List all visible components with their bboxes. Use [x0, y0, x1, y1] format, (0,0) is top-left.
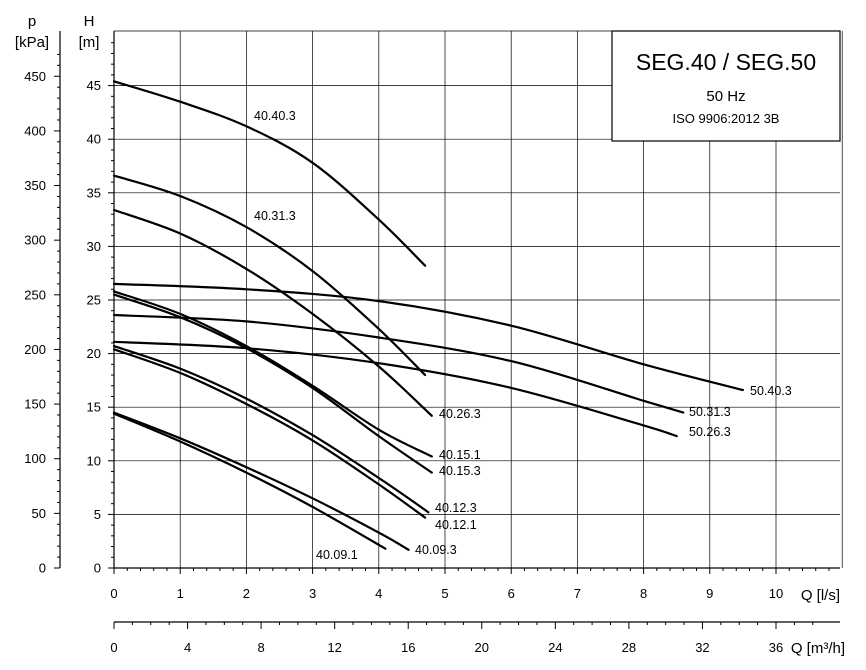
h-axis-tick-label: 5 [94, 507, 101, 522]
curve-40-09-1 [112, 412, 387, 550]
curve-label-50-31-3: 50.31.3 [689, 405, 731, 419]
curve-label-40-12-3: 40.12.3 [435, 501, 477, 515]
x-axis-title: Q [l/s] [801, 587, 840, 604]
curve-40-40-3 [112, 80, 427, 267]
p-axis-tick-label: 50 [32, 506, 46, 521]
title-box-frame [611, 30, 841, 142]
curve-50-26-3 [112, 340, 678, 438]
curve-label-40-09-3: 40.09.3 [415, 543, 457, 557]
h-axis-tick-label: 10 [87, 453, 101, 468]
x-axis-tick-label: 8 [640, 586, 647, 601]
h-axis-tick-label: 25 [87, 293, 101, 308]
title-box: SEG.40 / SEG.50 50 Hz ISO 9906:2012 3B [611, 30, 841, 142]
x-axis-tick-label: 5 [441, 586, 448, 601]
x-axis-secondary-tick-label: 4 [184, 640, 191, 655]
x-axis-secondary-tick-label: 24 [548, 640, 562, 655]
h-axis-unit: [m] [79, 34, 100, 51]
curve-40-12-3 [112, 345, 430, 514]
p-axis-tick-label: 300 [24, 233, 46, 248]
h-axis-tick-label: 0 [94, 561, 101, 576]
p-axis-tick-label: 400 [24, 123, 46, 138]
h-axis-tick-label: 40 [87, 132, 101, 147]
x-axis-tick-label: 0 [110, 586, 117, 601]
x-axis-secondary-title: Q [m³/h] [791, 640, 845, 657]
curve-40-15-3 [112, 293, 433, 474]
curve-label-40-12-1: 40.12.1 [435, 518, 477, 532]
x-axis-secondary-tick-label: 36 [769, 640, 783, 655]
x-axis-secondary-tick-label: 20 [475, 640, 489, 655]
curve-label-40-40-3: 40.40.3 [254, 109, 296, 123]
curve-40-31-3 [112, 174, 427, 377]
p-axis-tick-label: 450 [24, 69, 46, 84]
x-axis-secondary-tick-label: 0 [110, 640, 117, 655]
x-axis-tick-label: 10 [769, 586, 783, 601]
p-axis-tick-label: 250 [24, 287, 46, 302]
h-axis-tick-label: 20 [87, 346, 101, 361]
curve-label-50-26-3: 50.26.3 [689, 425, 731, 439]
p-axis-tick-label: 0 [39, 561, 46, 576]
curve-50-40-3 [112, 282, 744, 392]
p-axis-title: p [28, 13, 36, 30]
chart-standard: ISO 9906:2012 3B [673, 111, 780, 126]
x-axis-secondary-tick-label: 32 [695, 640, 709, 655]
curve-label-40-31-3: 40.31.3 [254, 209, 296, 223]
x-axis-tick-label: 9 [706, 586, 713, 601]
x-axis-tick-label: 7 [574, 586, 581, 601]
p-axis-tick-label: 150 [24, 397, 46, 412]
x-axis-secondary-tick-label: 28 [622, 640, 636, 655]
h-axis-tick-label: 30 [87, 239, 101, 254]
curve-40-15-1 [112, 290, 433, 458]
x-axis-secondary-tick-label: 16 [401, 640, 415, 655]
axes: 0510152025303540450501001502002503003504… [24, 31, 840, 655]
curve-40-09-3 [112, 411, 410, 551]
x-axis-tick-label: 2 [243, 586, 250, 601]
x-axis-secondary-tick-label: 12 [327, 640, 341, 655]
curve-label-50-40-3: 50.40.3 [750, 384, 792, 398]
x-axis-tick-label: 6 [508, 586, 515, 601]
x-axis-tick-label: 4 [375, 586, 382, 601]
p-axis-tick-label: 100 [24, 451, 46, 466]
curve-label-40-15-3: 40.15.3 [439, 464, 481, 478]
curve-label-40-26-3: 40.26.3 [439, 407, 481, 421]
chart-subtitle: 50 Hz [706, 88, 745, 105]
p-axis-tick-label: 200 [24, 342, 46, 357]
h-axis-tick-label: 35 [87, 185, 101, 200]
curve-50-31-3 [112, 313, 685, 414]
h-axis-title: H [84, 13, 95, 30]
curve-40-12-1 [112, 348, 427, 519]
chart-title: SEG.40 / SEG.50 [636, 49, 816, 75]
curve-label-40-09-1: 40.09.1 [316, 548, 358, 562]
x-axis-secondary-tick-label: 8 [257, 640, 264, 655]
p-axis-tick-label: 350 [24, 178, 46, 193]
x-axis-tick-label: 3 [309, 586, 316, 601]
p-axis-unit: [kPa] [15, 34, 49, 51]
h-axis-tick-label: 45 [87, 78, 101, 93]
curve-labels: 40.40.3 40.31.3 40.26.3 40.15.1 40.15.3 40.12… [254, 109, 792, 562]
x-axis-tick-label: 1 [177, 586, 184, 601]
curve-label-40-15-1: 40.15.1 [439, 448, 481, 462]
curves [112, 80, 744, 551]
h-axis-tick-label: 15 [87, 400, 101, 415]
